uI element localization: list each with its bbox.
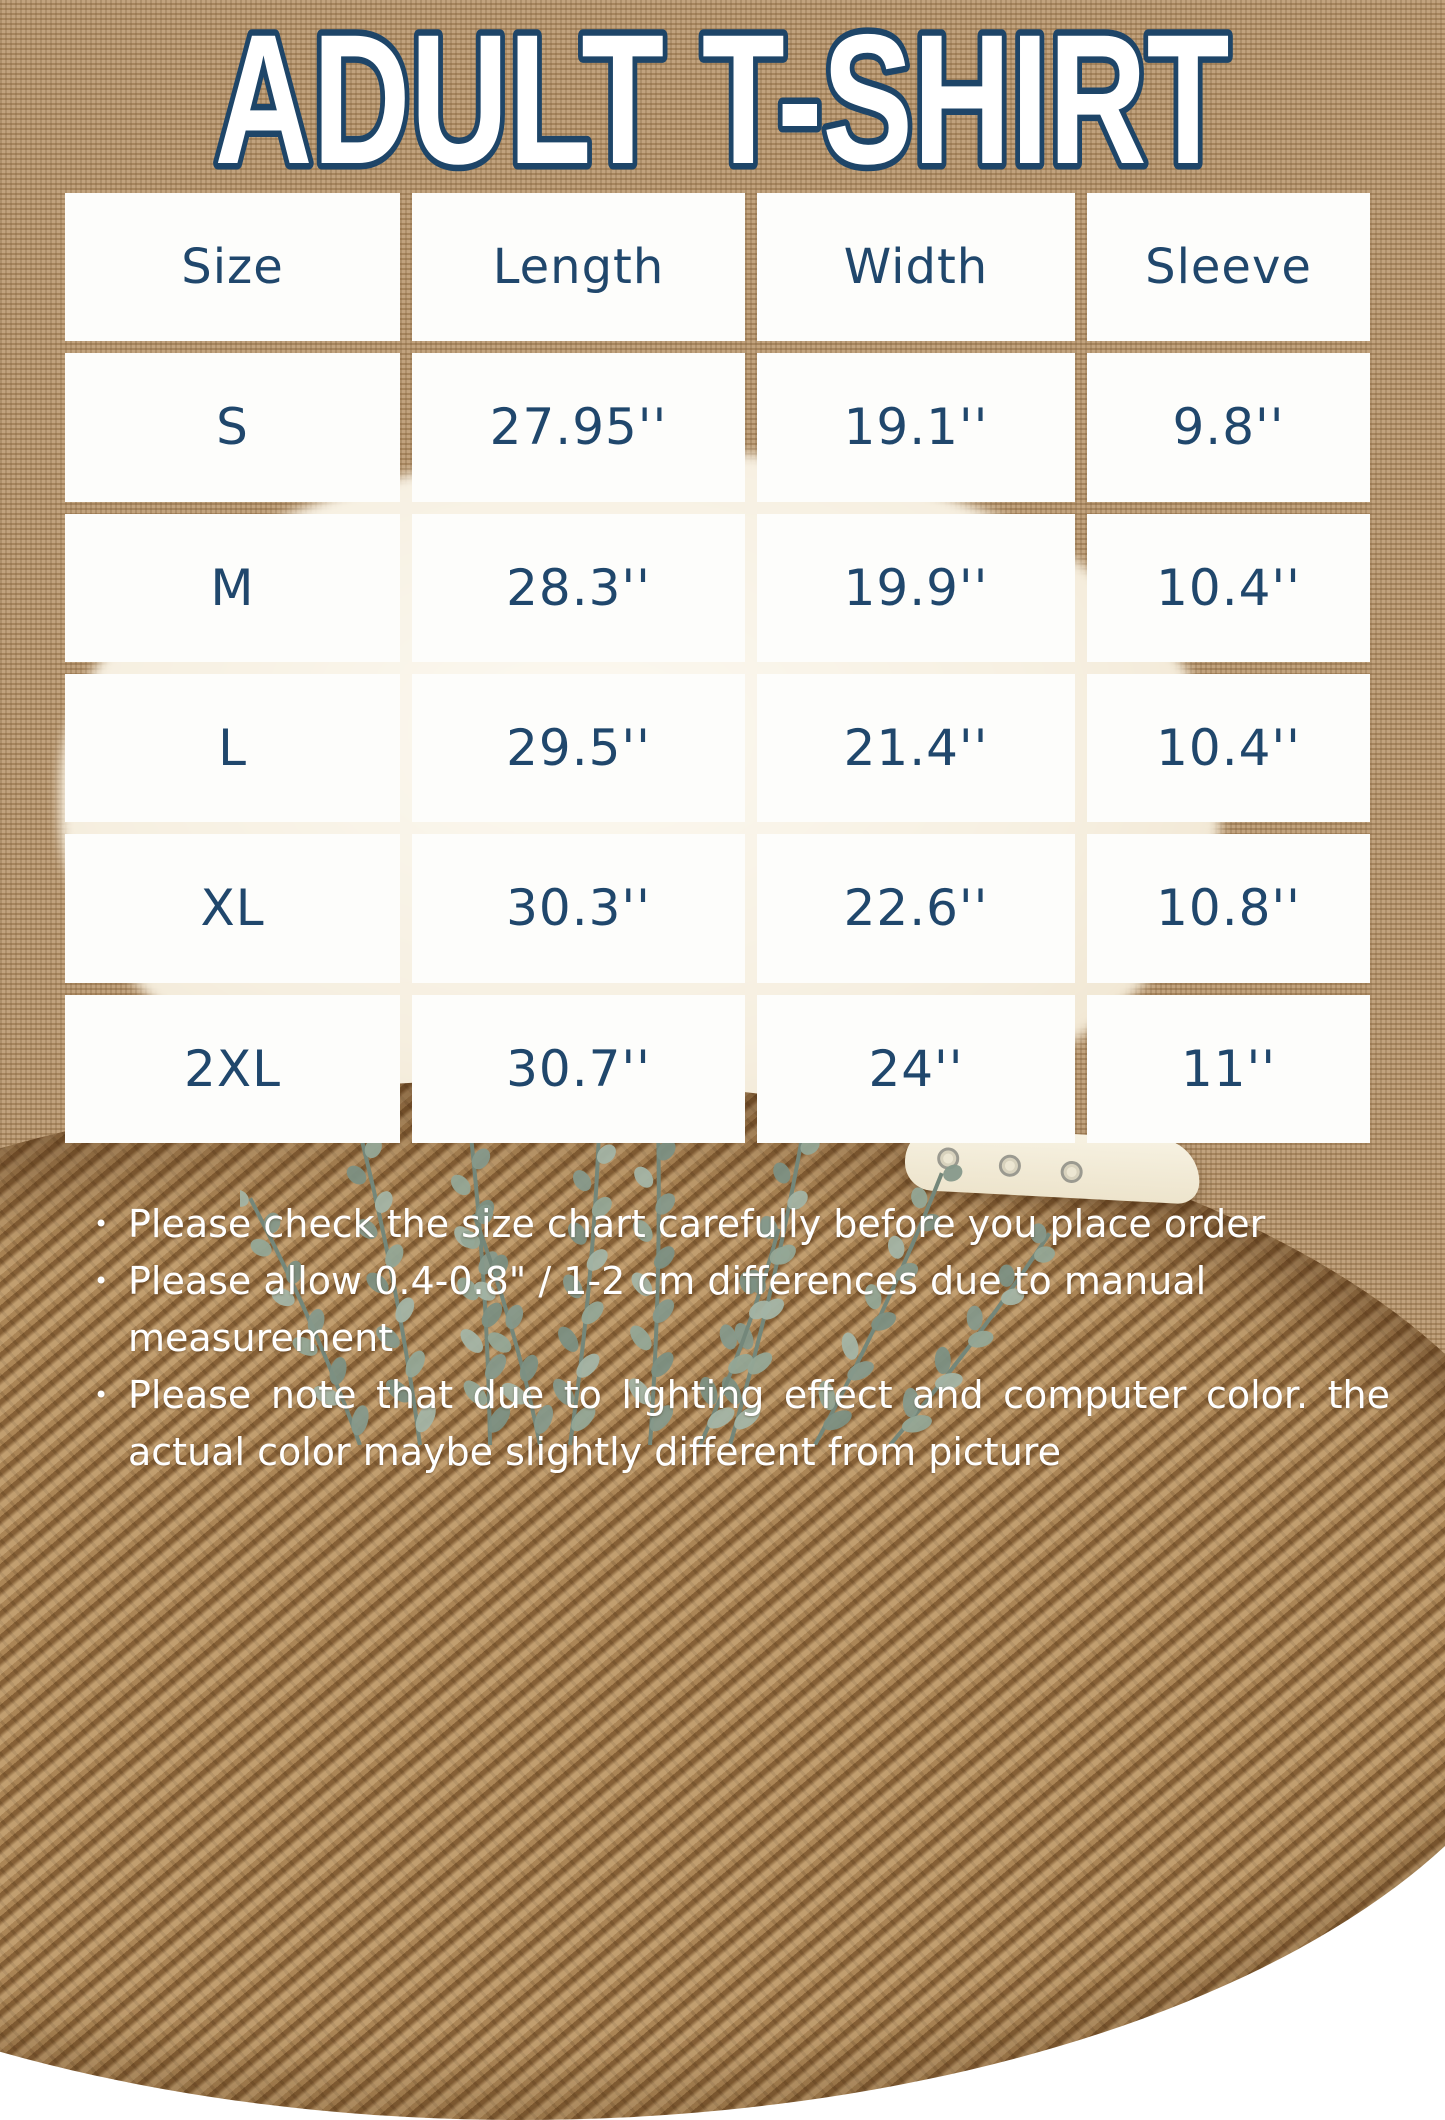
note-text: Please allow 0.4-0.8" / 1-2 cm differenc… [128,1259,1207,1360]
bullet-icon: • [94,1267,109,1295]
cell-m-length: 28.3'' [412,513,745,662]
cell-m-sleeve: 10.4'' [1087,513,1370,662]
bullet-icon: • [94,1210,109,1238]
cell-2xl-width: 24'' [757,994,1075,1143]
cell-l-sleeve: 10.4'' [1087,673,1370,823]
note-item: • Please check the size chart carefully … [88,1196,1390,1253]
cell-s-sleeve: 9.8'' [1087,353,1370,502]
cell-l-width: 21.4'' [757,673,1075,823]
header-cell-sleeve: Sleeve [1087,193,1370,342]
cell-l-size: L [65,673,400,823]
title-banner: ADULT T-SHIRT [208,0,1236,185]
header-cell-size: Size [65,193,400,342]
cell-s-length: 27.95'' [412,353,745,502]
eucalyptus-plant-icon [240,1060,1055,1445]
note-item: • Please allow 0.4-0.8" / 1-2 cm differe… [88,1253,1390,1367]
cell-m-width: 19.9'' [757,513,1075,662]
cell-2xl-sleeve: 11'' [1087,994,1370,1143]
cell-2xl-size: 2XL [65,994,400,1143]
cell-xl-size: XL [65,834,400,983]
notes-list: • Please check the size chart carefully … [88,1196,1390,1481]
cell-l-length: 29.5'' [412,673,745,823]
bullet-icon: • [94,1381,109,1409]
cell-s-size: S [65,353,400,502]
cell-xl-width: 22.6'' [757,834,1075,983]
header-cell-length: Length [412,193,745,342]
note-text: Please check the size chart carefully be… [128,1202,1266,1246]
header-cell-width: Width [757,193,1075,342]
cell-xl-length: 30.3'' [412,834,745,983]
cell-s-width: 19.1'' [757,353,1075,502]
note-item: • Please note that due to lighting effec… [88,1367,1390,1481]
note-text: Please note that due to lighting effect … [128,1373,1390,1474]
cell-m-size: M [65,513,400,662]
cell-2xl-length: 30.7'' [412,994,745,1143]
page-title: ADULT T-SHIRT [215,0,1230,185]
cell-xl-sleeve: 10.8'' [1087,834,1370,983]
size-chart-table: Size Length Width Sleeve S 27.95'' 19.1'… [65,193,1370,1143]
